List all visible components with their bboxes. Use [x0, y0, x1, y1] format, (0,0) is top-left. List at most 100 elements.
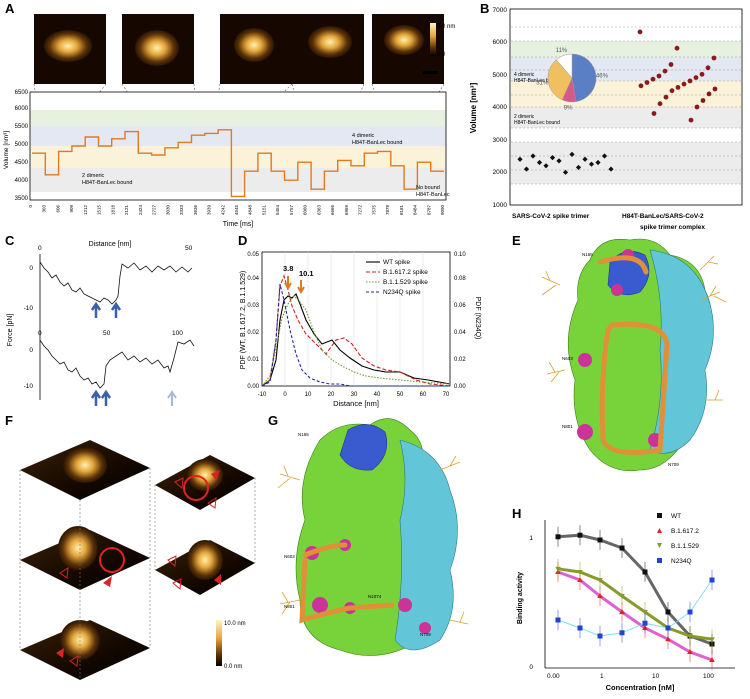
pie-label: 31%: [536, 80, 549, 86]
panel-a-yticks: 3500 4000 4500 5000 5500 6000 6500: [15, 90, 29, 202]
panel-a-xticks: 0 303 606 909 1212 1515 1818 2121 2424 2727 3030 33…: [28, 205, 445, 216]
b-complex-point: [694, 104, 700, 110]
svg-text:60: 60: [420, 392, 427, 398]
band-yellow: [30, 146, 446, 168]
f-scale-top-label: 10.0 nm: [224, 621, 246, 627]
svg-text:0.04: 0.04: [454, 330, 466, 336]
panel-h-xlabel: Concentration [nM]: [606, 683, 675, 692]
a-label-nobound-sub: H84T-BanLec: [416, 192, 450, 198]
d-wt-curve: [261, 293, 451, 387]
panel-a: A 9.0 nm 0.0: [3, 1, 455, 228]
b-complex-point: [668, 62, 674, 67]
a-ytick: 3500: [15, 196, 29, 202]
panel-f: F: [5, 413, 256, 680]
e-glycans: [541, 255, 727, 401]
c-arrow-4: [100, 389, 112, 406]
f-circle-marker-1: [99, 547, 125, 573]
b-ytick: 6000: [493, 39, 508, 46]
b-complex-point: [706, 91, 712, 97]
d-legend-item: B.1.617.2 spike: [383, 269, 428, 276]
c-ytick: -10: [24, 305, 34, 312]
b-complex-point: [674, 45, 680, 51]
svg-text:-10: -10: [258, 392, 267, 398]
a-xtick: 2727: [152, 205, 157, 216]
g-glycans: [277, 455, 469, 625]
b-complex-point: [711, 55, 717, 61]
panel-letter-f: F: [5, 413, 13, 428]
b-scatter-points: [517, 29, 718, 175]
b-complex-point: [637, 29, 643, 35]
d-left-yticks: 0.00 0.01 0.02 0.03 0.04 0.05: [247, 252, 259, 390]
c-arrow-2: [110, 301, 122, 318]
afm-molecule-5: [384, 25, 424, 55]
b-trimer-point: [517, 156, 523, 162]
b-trimer-point: [523, 166, 530, 172]
b-trimer-point: [543, 163, 549, 169]
panel-e: E N165 N603 N801 N709: [512, 233, 727, 472]
h-xtick: 1: [600, 673, 604, 680]
svg-text:70: 70: [443, 392, 450, 398]
panel-letter-b: B: [480, 1, 489, 16]
pie-label: 11%: [556, 48, 568, 54]
a-label-4dimeric: 4 dimeric: [352, 133, 375, 139]
b-label-2dimeric-sub: H84T-BanLec bound: [514, 120, 560, 126]
g-tether-path: [299, 542, 395, 624]
d-b11529-curve: [261, 295, 451, 387]
g-site-labels: N165 N603 N801 N709 N1074: [284, 432, 431, 637]
panel-d-frame: [261, 251, 451, 387]
a-xtick: 4848: [248, 205, 253, 216]
e-site-label: N603: [562, 356, 573, 361]
b-complex-point: [687, 78, 693, 84]
a-xtick: 606: [56, 205, 61, 213]
panel-d-ylabel-left: PDF (WT, B.1.617.2, B.1.1.529): [240, 271, 247, 369]
a-label-2dimeric-sub: H84T-BanLec bound: [82, 180, 132, 186]
a-xtick: 1212: [83, 205, 88, 216]
b-trimer-point: [530, 153, 536, 159]
b-trimer-point: [595, 159, 601, 166]
b-complex-point: [651, 111, 657, 116]
svg-text:10: 10: [305, 392, 312, 398]
g-site-label: N165: [298, 432, 309, 437]
panel-letter-a: A: [5, 1, 15, 16]
a-xtick: 303: [42, 205, 47, 213]
g-site-label: N801: [284, 604, 295, 609]
a-xtick: 4242: [220, 205, 225, 216]
e-site-labels: N165 N603 N801 N709: [562, 252, 679, 467]
b-pie-chart: 46% 9% 31% 11%: [536, 48, 608, 112]
c-bottom-tick: 100: [172, 330, 183, 337]
afm-color-scale: [430, 23, 436, 56]
panel-letter-g: G: [268, 413, 278, 428]
panel-b-xlabel-2: H84T-BanLec/SARS-CoV-2: [622, 213, 704, 220]
svg-text:0: 0: [283, 392, 287, 398]
a-xtick: 8181: [399, 205, 404, 216]
b-trimer-point: [582, 156, 588, 162]
a-ytick: 5000: [15, 142, 29, 148]
a-ytick: 4000: [15, 178, 29, 184]
c-arrow-3: [90, 389, 102, 406]
b-band-grey: [511, 107, 741, 128]
a-xtick: 2424: [138, 205, 143, 216]
b-trimer-point: [536, 159, 543, 166]
b-complex-point: [638, 83, 644, 89]
h-xtick: 10: [652, 673, 660, 680]
panel-c-title: Distance [nm]: [89, 241, 132, 248]
b-complex-point: [644, 80, 650, 85]
svg-text:30: 30: [351, 392, 358, 398]
a-xtick: 0: [28, 205, 33, 208]
panel-letter-c: C: [5, 233, 15, 248]
panel-d-ylabel-right: PDF (N234Q): [474, 297, 481, 340]
band-grey: [30, 168, 446, 192]
b-label-4dimeric: 4 dimeric: [514, 72, 535, 78]
b-ytick: 1000: [493, 202, 508, 209]
a-xtick: 5454: [275, 205, 280, 216]
b-trimer-point: [588, 161, 595, 167]
panel-g: G N165 N603 N801 N709 N1074: [268, 413, 469, 656]
b-complex-point: [669, 88, 675, 94]
d-b16172-curve: [261, 274, 451, 387]
a-xtick: 8787: [426, 205, 431, 216]
afm-scale-bottom-label: 0.0: [437, 52, 446, 58]
b-ytick: 5000: [493, 72, 508, 79]
d-arrow-2: [297, 280, 305, 294]
volume-trace: [32, 129, 444, 198]
